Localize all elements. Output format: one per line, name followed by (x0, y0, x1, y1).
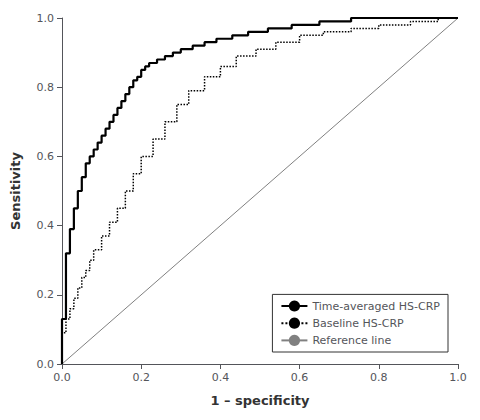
svg-text:0.6: 0.6 (37, 150, 55, 163)
svg-text:0.4: 0.4 (37, 219, 55, 232)
svg-text:1.0: 1.0 (449, 371, 467, 384)
svg-text:Time-averaged HS-CRP: Time-averaged HS-CRP (311, 300, 440, 313)
svg-text:0.2: 0.2 (37, 288, 55, 301)
svg-text:0.4: 0.4 (212, 371, 230, 384)
svg-text:Sensitivity: Sensitivity (8, 152, 23, 230)
svg-text:1 – specificity: 1 – specificity (210, 393, 310, 408)
svg-text:0.8: 0.8 (37, 81, 55, 94)
svg-text:Reference line: Reference line (312, 334, 391, 347)
svg-text:0.0: 0.0 (37, 358, 55, 371)
svg-text:0.6: 0.6 (291, 371, 309, 384)
svg-text:0.2: 0.2 (132, 371, 150, 384)
svg-text:1.0: 1.0 (37, 12, 55, 25)
svg-text:0.0: 0.0 (53, 371, 71, 384)
svg-text:0.8: 0.8 (370, 371, 388, 384)
svg-text:Baseline HS-CRP: Baseline HS-CRP (312, 317, 404, 330)
